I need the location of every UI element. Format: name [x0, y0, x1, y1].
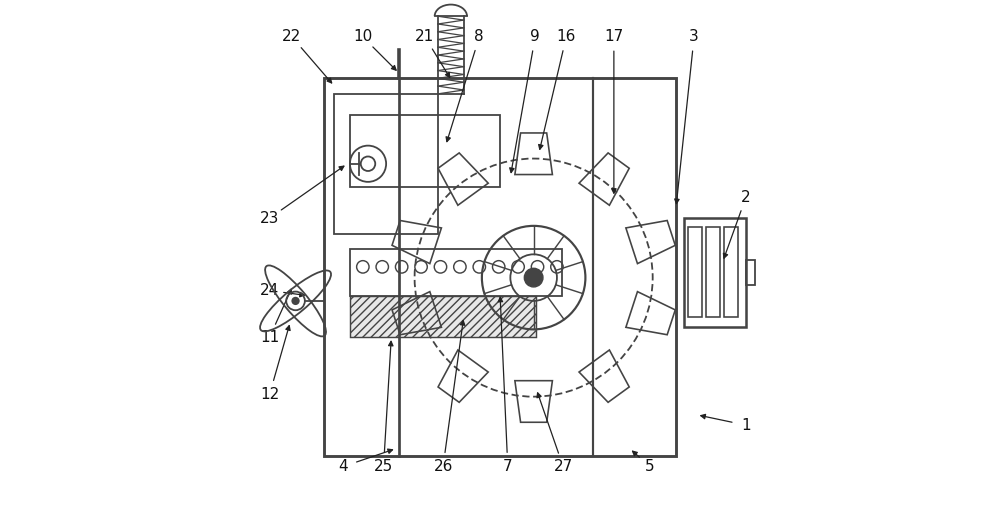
Bar [350, 249, 562, 296]
Text: 23: 23 [260, 211, 279, 226]
Text: 1: 1 [741, 418, 751, 433]
Bar [350, 115, 500, 187]
Bar [350, 296, 536, 337]
Text: 2: 2 [741, 190, 751, 205]
Bar [324, 78, 676, 456]
Text: 4: 4 [338, 459, 348, 474]
Text: 26: 26 [433, 459, 453, 474]
Bar [724, 227, 738, 318]
Text: 3: 3 [689, 30, 699, 45]
Text: 27: 27 [554, 459, 573, 474]
Circle shape [524, 268, 543, 287]
Text: 5: 5 [645, 459, 655, 474]
Bar [706, 227, 720, 318]
Text: 25: 25 [374, 459, 393, 474]
Bar [746, 260, 755, 285]
Text: 10: 10 [353, 30, 372, 45]
Text: 7: 7 [503, 459, 513, 474]
Bar [334, 94, 438, 234]
Text: 21: 21 [415, 30, 435, 45]
Text: 12: 12 [260, 387, 279, 402]
Text: 17: 17 [604, 30, 623, 45]
Text: 16: 16 [557, 30, 576, 45]
Bar [688, 227, 702, 318]
Text: 9: 9 [530, 30, 540, 45]
Text: 11: 11 [260, 330, 279, 345]
Circle shape [291, 297, 300, 305]
Text: 8: 8 [474, 30, 484, 45]
Bar [684, 218, 746, 327]
Text: 22: 22 [282, 30, 302, 45]
Text: 24: 24 [260, 283, 279, 298]
